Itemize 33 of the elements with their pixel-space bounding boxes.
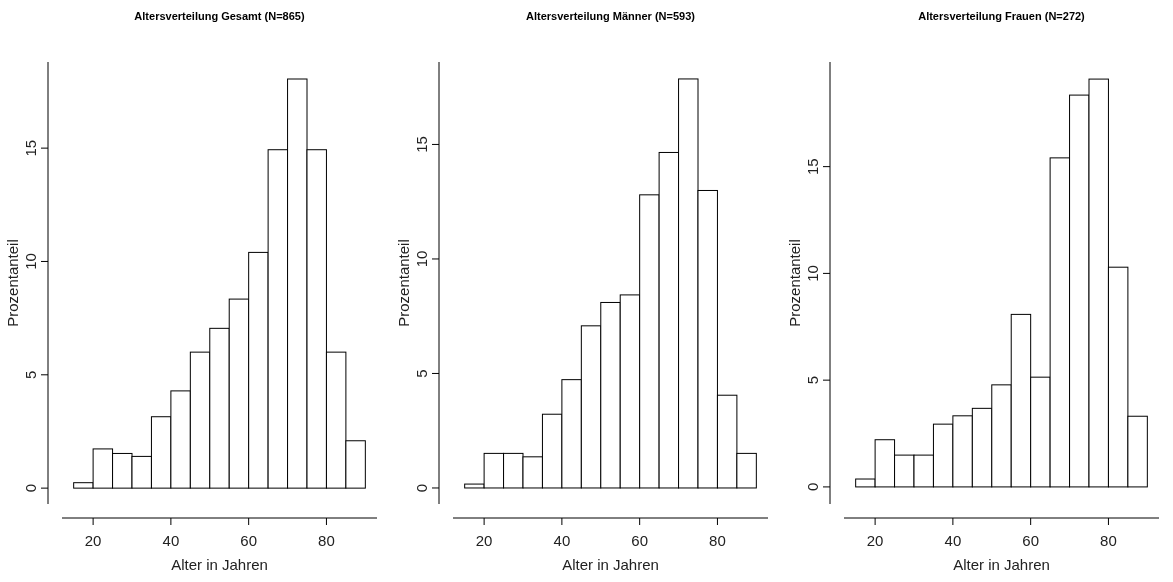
x-tick-label: 60 [631,532,649,549]
y-tick-label: 5 [804,375,821,385]
x-tick-label: 80 [1100,532,1117,549]
x-tick-label: 80 [318,532,335,549]
x-tick-label: 40 [944,532,962,549]
y-tick-label: 0 [413,483,430,493]
x-axis-title: Alter in Jahren [562,556,659,573]
y-tick-label: 10 [413,250,430,268]
x-tick-label: 80 [709,532,726,549]
y-tick-label: 10 [22,253,39,270]
chart-title: Altersverteilung Gesamt (N=865) [134,10,305,22]
y-axis-title: Prozentanteil [4,239,21,327]
y-axis-title: Prozentanteil [786,239,803,327]
x-tick-label: 20 [475,532,493,549]
x-tick-label: 60 [1022,532,1040,549]
chart-title: Altersverteilung Frauen (N=272) [918,10,1086,22]
x-tick-label: 40 [553,532,571,549]
x-axis-title: Alter in Jahren [171,556,268,573]
x-tick-label: 20 [84,532,102,549]
chart-title: Altersverteilung Männer (N=593) [525,10,696,22]
x-axis-title: Alter in Jahren [953,556,1050,573]
y-tick-label: 10 [804,265,821,282]
x-tick-label: 20 [866,532,884,549]
x-tick-label: 40 [162,532,180,549]
y-tick-label: 5 [22,370,39,379]
y-tick-label: 15 [413,136,430,153]
y-tick-label: 5 [413,369,430,378]
y-tick-label: 0 [804,482,821,492]
y-tick-label: 15 [22,139,39,157]
y-axis-title: Prozentanteil [395,239,412,327]
y-tick-label: 0 [22,483,39,493]
x-tick-label: 60 [240,532,258,549]
y-tick-label: 15 [804,158,821,175]
